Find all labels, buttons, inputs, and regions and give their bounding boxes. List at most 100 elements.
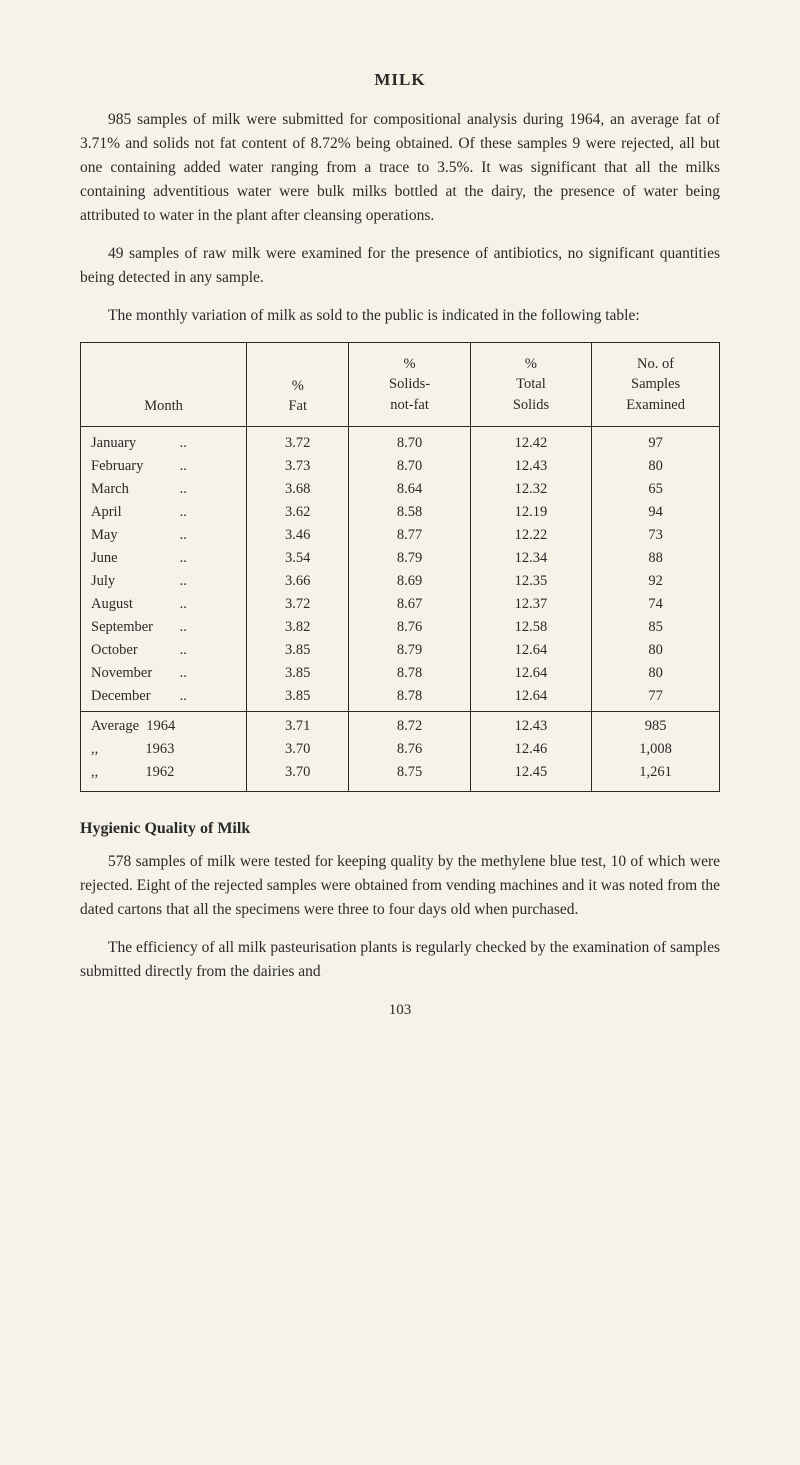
- paragraph-4: 578 samples of milk were tested for keep…: [80, 850, 720, 922]
- paragraph-3: The monthly variation of milk as sold to…: [80, 304, 720, 328]
- month-cell: March ..: [81, 478, 247, 501]
- cell-samples: 94: [592, 501, 720, 524]
- table-row: November ..3.858.7812.6480: [81, 662, 720, 685]
- col-total: % Total Solids: [470, 343, 591, 427]
- cell-snf: 8.58: [349, 501, 470, 524]
- cell-fat: 3.72: [247, 593, 349, 616]
- table-row: August ..3.728.6712.3774: [81, 593, 720, 616]
- cell-snf: 8.78: [349, 662, 470, 685]
- cell-samples: 74: [592, 593, 720, 616]
- month-cell: May ..: [81, 524, 247, 547]
- col-fat: % Fat: [247, 343, 349, 427]
- table-row: September ..3.828.7612.5885: [81, 616, 720, 639]
- cell-samples: 1,261: [592, 761, 720, 792]
- table-row: June ..3.548.7912.3488: [81, 547, 720, 570]
- cell-samples: 65: [592, 478, 720, 501]
- cell-fat: 3.62: [247, 501, 349, 524]
- month-cell: December ..: [81, 685, 247, 712]
- cell-total: 12.64: [470, 685, 591, 712]
- cell-samples: 97: [592, 427, 720, 456]
- month-cell: September ..: [81, 616, 247, 639]
- cell-snf: 8.72: [349, 712, 470, 739]
- cell-total: 12.42: [470, 427, 591, 456]
- cell-samples: 77: [592, 685, 720, 712]
- average-row: Average 19643.718.7212.43985: [81, 712, 720, 739]
- paragraph-5: The efficiency of all milk pasteurisatio…: [80, 936, 720, 984]
- average-label: Average 1964: [81, 712, 247, 739]
- cell-fat: 3.46: [247, 524, 349, 547]
- cell-fat: 3.73: [247, 455, 349, 478]
- month-cell: November ..: [81, 662, 247, 685]
- cell-total: 12.43: [470, 455, 591, 478]
- cell-samples: 985: [592, 712, 720, 739]
- month-cell: January ..: [81, 427, 247, 456]
- cell-snf: 8.77: [349, 524, 470, 547]
- cell-snf: 8.75: [349, 761, 470, 792]
- cell-fat: 3.54: [247, 547, 349, 570]
- cell-samples: 80: [592, 639, 720, 662]
- average-row: ,, 19633.708.7612.461,008: [81, 738, 720, 761]
- cell-snf: 8.78: [349, 685, 470, 712]
- cell-fat: 3.85: [247, 685, 349, 712]
- average-label: ,, 1963: [81, 738, 247, 761]
- cell-samples: 1,008: [592, 738, 720, 761]
- cell-samples: 80: [592, 455, 720, 478]
- cell-total: 12.58: [470, 616, 591, 639]
- cell-snf: 8.76: [349, 616, 470, 639]
- cell-total: 12.35: [470, 570, 591, 593]
- col-month: Month: [81, 343, 247, 427]
- cell-snf: 8.67: [349, 593, 470, 616]
- table-row: February ..3.738.7012.4380: [81, 455, 720, 478]
- cell-fat: 3.70: [247, 761, 349, 792]
- cell-total: 12.64: [470, 662, 591, 685]
- col-snf: % Solids- not-fat: [349, 343, 470, 427]
- month-cell: July ..: [81, 570, 247, 593]
- month-cell: April ..: [81, 501, 247, 524]
- table-body: January ..3.728.7012.4297February ..3.73…: [81, 427, 720, 712]
- cell-total: 12.22: [470, 524, 591, 547]
- cell-samples: 92: [592, 570, 720, 593]
- cell-fat: 3.68: [247, 478, 349, 501]
- average-row: ,, 19623.708.7512.451,261: [81, 761, 720, 792]
- month-cell: February ..: [81, 455, 247, 478]
- table-row: December ..3.858.7812.6477: [81, 685, 720, 712]
- table-row: October ..3.858.7912.6480: [81, 639, 720, 662]
- cell-fat: 3.82: [247, 616, 349, 639]
- month-cell: June ..: [81, 547, 247, 570]
- cell-snf: 8.79: [349, 547, 470, 570]
- cell-snf: 8.64: [349, 478, 470, 501]
- cell-total: 12.64: [470, 639, 591, 662]
- cell-fat: 3.71: [247, 712, 349, 739]
- cell-samples: 80: [592, 662, 720, 685]
- table-row: January ..3.728.7012.4297: [81, 427, 720, 456]
- cell-snf: 8.70: [349, 427, 470, 456]
- cell-fat: 3.85: [247, 639, 349, 662]
- average-label: ,, 1962: [81, 761, 247, 792]
- cell-total: 12.19: [470, 501, 591, 524]
- cell-fat: 3.85: [247, 662, 349, 685]
- table-head: Month % Fat % Solids- not-fat % Total So…: [81, 343, 720, 427]
- cell-snf: 8.79: [349, 639, 470, 662]
- cell-total: 12.37: [470, 593, 591, 616]
- cell-samples: 88: [592, 547, 720, 570]
- cell-total: 12.43: [470, 712, 591, 739]
- page-number: 103: [80, 1002, 720, 1019]
- cell-total: 12.34: [470, 547, 591, 570]
- milk-monthly-table: Month % Fat % Solids- not-fat % Total So…: [80, 342, 720, 792]
- cell-total: 12.45: [470, 761, 591, 792]
- cell-fat: 3.66: [247, 570, 349, 593]
- cell-samples: 73: [592, 524, 720, 547]
- document-page: MILK 985 samples of milk were submitted …: [0, 0, 800, 1069]
- cell-samples: 85: [592, 616, 720, 639]
- table-row: April ..3.628.5812.1994: [81, 501, 720, 524]
- paragraph-1: 985 samples of milk were submitted for c…: [80, 108, 720, 228]
- table-row: May ..3.468.7712.2273: [81, 524, 720, 547]
- month-cell: October ..: [81, 639, 247, 662]
- section-heading-hygienic: Hygienic Quality of Milk: [80, 820, 720, 838]
- header-row: Month % Fat % Solids- not-fat % Total So…: [81, 343, 720, 427]
- cell-snf: 8.69: [349, 570, 470, 593]
- month-cell: August ..: [81, 593, 247, 616]
- cell-fat: 3.72: [247, 427, 349, 456]
- paragraph-2: 49 samples of raw milk were examined for…: [80, 242, 720, 290]
- table-row: March ..3.688.6412.3265: [81, 478, 720, 501]
